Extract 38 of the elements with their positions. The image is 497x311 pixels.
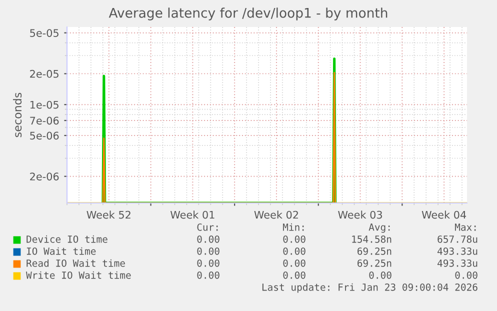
- y-tick-label: 5e-06: [30, 132, 59, 140]
- y-tick-label: 2e-05: [30, 70, 58, 78]
- x-tick-label: Week 01: [170, 210, 214, 219]
- text: 0.00: [197, 271, 220, 279]
- text: Max:: [454, 224, 476, 231]
- y-tick-label: 5e-05: [30, 29, 58, 37]
- x-tick-label: Week 03: [338, 210, 382, 219]
- text: Last update: Fri Jan 23 09:00:04 2026: [262, 283, 478, 293]
- text: 0.00: [369, 271, 392, 279]
- text: Cur:: [197, 223, 218, 231]
- legend-label: Write IO Wait time: [26, 271, 131, 279]
- text: 69.25n: [358, 247, 392, 255]
- text: Avg:: [368, 224, 390, 233]
- text: 154.58n: [352, 235, 392, 243]
- text: 0.00: [197, 247, 220, 255]
- x-tick-label: Week 52: [86, 210, 130, 219]
- text: 493.33u: [438, 259, 478, 267]
- y-tick-label: 2e-06: [30, 172, 59, 180]
- y-tick-label: 7e-06: [30, 116, 59, 125]
- text: 0.00: [197, 235, 220, 243]
- text: 69.25n: [358, 259, 392, 267]
- text: Min:: [282, 223, 304, 231]
- text: 0.00: [283, 271, 306, 279]
- legend-label: Device IO time: [26, 235, 108, 243]
- text: 0.00: [283, 259, 306, 267]
- legend-label: IO Wait time: [26, 247, 96, 255]
- x-tick-label: Week 02: [254, 210, 298, 219]
- text: 0.00: [283, 247, 306, 255]
- y-axis-title: seconds: [13, 92, 22, 138]
- text: 0.00: [197, 259, 220, 267]
- text: 657.78u: [438, 235, 478, 243]
- legend-label: Read IO Wait time: [26, 259, 125, 267]
- y-tick-label: 1e-05: [30, 100, 58, 109]
- x-tick-label: Week 04: [422, 210, 466, 219]
- chart-title: Average latency for /dev/loop1 - by month: [108, 8, 388, 20]
- text: 0.00: [283, 235, 306, 243]
- text: 0.00: [455, 271, 478, 279]
- text: 493.33u: [438, 247, 478, 255]
